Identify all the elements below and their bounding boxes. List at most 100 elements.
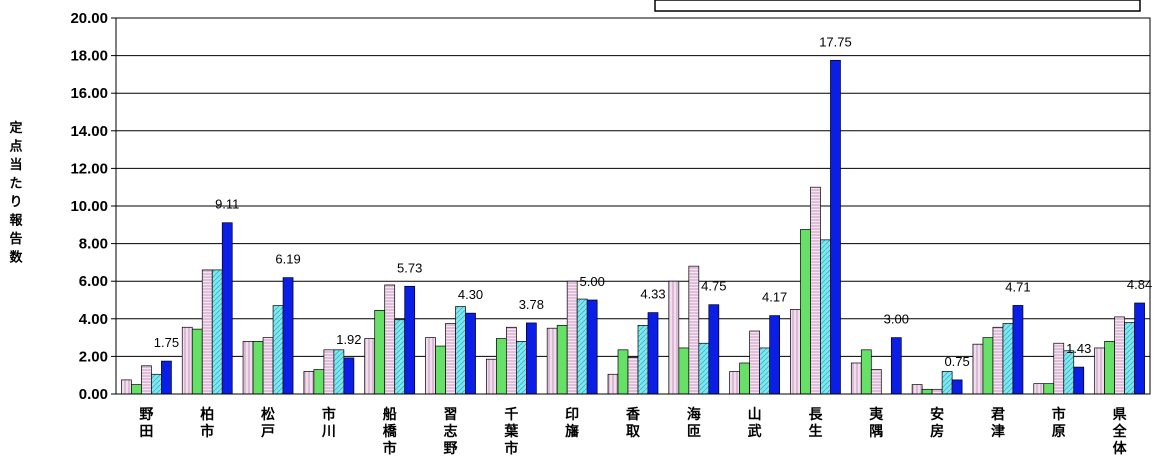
data-label: 6.19	[275, 252, 300, 267]
bar	[972, 343, 984, 395]
y-tick-label: 12.00	[70, 160, 108, 177]
bar	[221, 222, 233, 395]
bar	[607, 373, 619, 395]
bar	[201, 269, 213, 395]
bar	[1053, 342, 1065, 395]
bar	[627, 356, 639, 395]
bar	[1134, 302, 1145, 395]
bar	[951, 379, 963, 395]
bar	[465, 312, 476, 395]
data-label: 1.75	[154, 335, 179, 350]
bar	[404, 285, 416, 395]
x-category-label: 県全体	[1112, 407, 1128, 457]
x-category-label: 野田	[139, 407, 153, 440]
bar	[911, 384, 923, 395]
x-category-label: 君津	[990, 407, 1005, 440]
bar	[556, 325, 568, 395]
y-axis-label: 定点当たり報告数	[8, 120, 23, 266]
bar	[364, 338, 376, 395]
bar	[272, 305, 284, 395]
data-label: 4.33	[640, 287, 665, 302]
data-label: 3.78	[519, 297, 544, 312]
x-category-labels: 野田 柏市 松戸 市川 船橋市 習志野 千葉市 印旛 香取 海匝 山武 長生 夷隅 安房 君津 市原 県全体	[139, 406, 1127, 457]
bar	[323, 349, 335, 395]
bar	[890, 337, 902, 395]
bar	[435, 345, 446, 395]
bar	[262, 337, 274, 395]
bar	[1033, 383, 1045, 395]
bar	[992, 326, 1004, 395]
bar	[131, 384, 142, 395]
bar	[668, 280, 680, 395]
x-category-label: 松戸	[261, 406, 275, 440]
bar	[830, 59, 841, 395]
data-label: 3.00	[884, 312, 909, 327]
bar	[242, 341, 254, 395]
bar	[374, 309, 386, 395]
data-label: 1.43	[1066, 341, 1091, 356]
bar	[516, 341, 527, 395]
bar	[708, 304, 720, 395]
bar	[637, 325, 649, 395]
bar	[749, 330, 760, 395]
bar	[181, 326, 193, 395]
y-tick-label: 10.00	[70, 198, 108, 215]
y-tick-label: 20.00	[70, 10, 108, 27]
bar	[941, 371, 953, 395]
bar	[586, 299, 598, 395]
y-tick-label: 18.00	[70, 48, 108, 65]
data-label: 1.92	[336, 332, 361, 347]
bar	[870, 369, 882, 395]
bar	[810, 186, 821, 395]
x-category-label: 千葉市	[503, 406, 519, 457]
bar	[121, 379, 132, 395]
bar	[1073, 366, 1085, 395]
data-labels: 1.75 9.11 6.19 1.92 5.73 4.30 3.78 5.00 4.33 4.75…	[154, 34, 1152, 369]
bar	[800, 229, 811, 395]
bar	[333, 349, 345, 395]
bar	[850, 362, 862, 395]
bar	[445, 323, 456, 395]
bar	[769, 315, 780, 395]
bar	[191, 328, 203, 395]
bar	[313, 369, 325, 395]
x-category-label: 香取	[625, 406, 641, 440]
data-label: 4.75	[701, 279, 726, 294]
data-label: 4.84	[1127, 277, 1152, 292]
x-category-label: 印旛	[565, 406, 579, 440]
x-category-label: 安房	[930, 406, 944, 440]
bar	[647, 312, 659, 395]
x-category-label: 市原	[1052, 406, 1066, 440]
bar	[860, 349, 872, 395]
bar	[161, 360, 172, 395]
bar	[394, 319, 406, 395]
y-tick-label: 0.00	[79, 386, 108, 403]
y-tick-label: 2.00	[79, 348, 108, 365]
bar	[1043, 383, 1055, 395]
x-category-label: 長生	[808, 407, 823, 440]
legend-box	[654, 0, 1141, 12]
bar	[820, 239, 831, 395]
bar	[1063, 350, 1075, 395]
y-tick-label: 16.00	[70, 85, 108, 102]
bar	[688, 265, 700, 395]
data-label: 5.73	[397, 260, 422, 275]
data-label: 0.75	[944, 354, 969, 369]
bar	[678, 347, 690, 395]
x-category-label: 海匝	[687, 406, 701, 440]
bar	[455, 306, 466, 395]
bar	[1104, 341, 1115, 395]
bar	[303, 371, 315, 395]
y-tick-label: 14.00	[70, 123, 108, 140]
bar	[698, 342, 710, 395]
x-category-label: 習志野	[444, 407, 458, 457]
bar	[566, 280, 578, 395]
bar	[343, 357, 355, 395]
bar	[384, 284, 396, 395]
bar	[282, 277, 294, 395]
bar	[496, 338, 507, 395]
bar	[141, 365, 152, 395]
bar	[151, 373, 162, 395]
bar	[546, 327, 558, 395]
